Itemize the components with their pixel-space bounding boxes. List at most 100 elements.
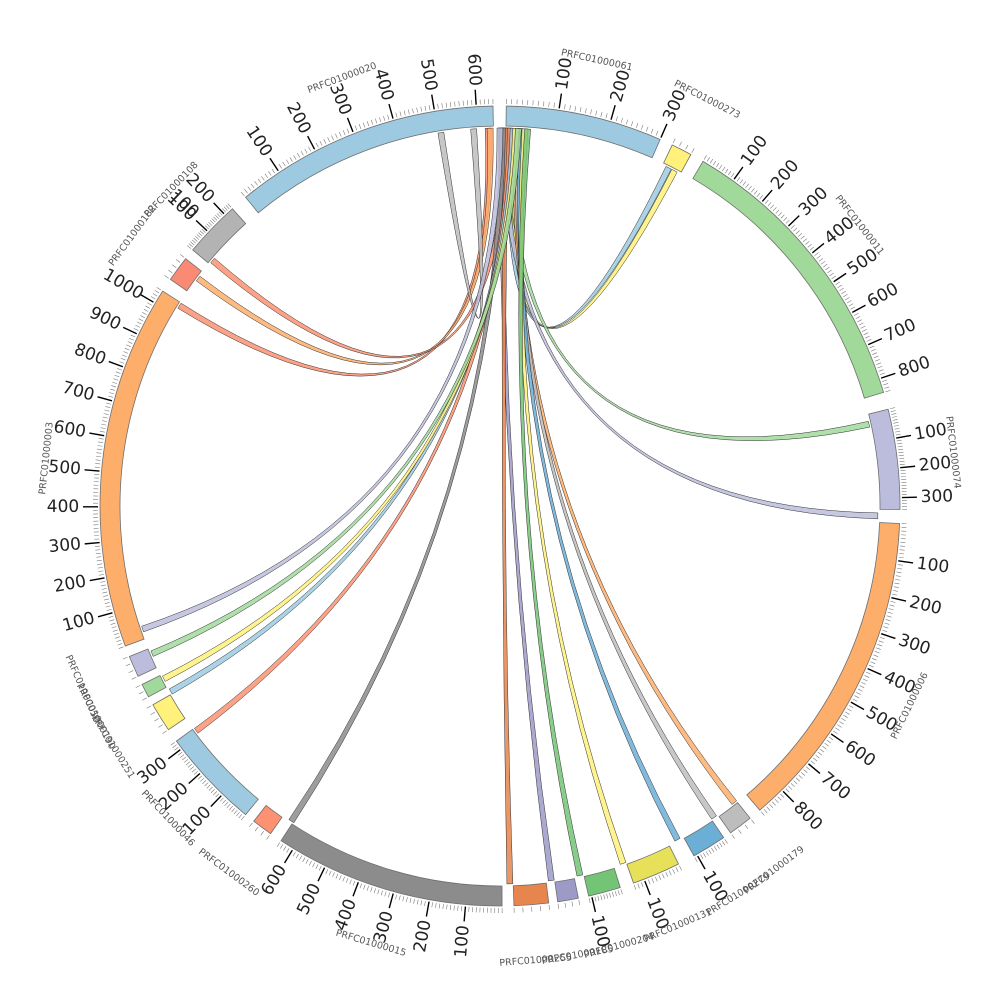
minor-tick [803,239,807,242]
minor-tick [99,438,104,439]
minor-tick [751,188,754,192]
tick-label: 700 [816,768,854,804]
minor-tick [132,677,137,679]
minor-tick [841,291,845,294]
minor-tick [126,664,131,666]
minor-tick [105,406,110,407]
minor-tick [151,712,155,715]
minor-tick [851,307,855,309]
minor-tick [371,120,373,125]
minor-tick [882,380,887,382]
major-tick [347,118,352,132]
minor-tick [858,689,862,691]
minor-tick [98,571,103,572]
minor-tick [865,336,870,338]
minor-tick [385,892,386,897]
minor-tick [102,588,107,589]
minor-tick [308,147,310,151]
minor-tick [329,871,331,876]
minor-tick [885,390,890,391]
minor-tick [875,359,880,361]
minor-tick [190,242,194,245]
minor-tick [174,747,178,750]
minor-tick [767,807,770,811]
minor-tick [200,778,204,781]
minor-tick [549,102,550,107]
minor-tick [570,105,571,110]
minor-tick [711,848,714,852]
major-tick [389,894,393,908]
minor-tick [877,644,882,646]
minor-tick [819,258,823,261]
segment-label-prfc01000015: PRFC01000015 [334,928,407,959]
tick-label: 600 [841,736,879,771]
minor-tick [319,866,321,870]
minor-tick [746,184,749,188]
minor-tick [838,285,842,288]
minor-tick [740,179,743,183]
minor-tick [558,904,559,909]
minor-tick [225,802,228,806]
minor-tick [375,119,377,124]
minor-tick [255,827,258,831]
minor-tick [900,550,905,551]
minor-tick [187,245,191,248]
minor-tick [306,859,308,863]
minor-tick [96,557,101,558]
minor-tick [841,718,845,721]
minor-tick [458,906,459,911]
minor-tick [871,662,876,664]
link-ribbon [511,128,677,329]
minor-tick [399,895,400,900]
minor-tick [125,348,130,350]
major-tick [896,435,911,438]
minor-tick [97,560,102,561]
minor-tick [895,583,900,584]
minor-tick [728,171,731,175]
minor-tick [863,679,868,681]
minor-tick [791,225,795,228]
major-tick [389,104,393,118]
tick-label: 800 [896,352,933,381]
minor-tick [796,778,800,781]
minor-tick [229,806,232,810]
minor-tick [845,297,849,300]
minor-tick [371,887,373,892]
minor-tick [845,712,849,715]
major-tick [834,273,846,281]
minor-tick [137,322,141,324]
minor-tick [450,102,451,107]
tick-label: 200 [918,453,952,476]
major-tick [168,750,180,759]
minor-tick [748,186,751,190]
minor-tick [579,900,580,905]
minor-tick [899,553,904,554]
minor-tick [621,118,623,123]
minor-tick [122,355,127,357]
minor-tick [283,846,286,850]
minor-tick [899,458,904,459]
minor-tick [788,786,792,789]
minor-tick [443,904,444,909]
minor-tick [816,755,820,758]
minor-tick [316,864,318,868]
minor-tick [589,898,590,903]
minor-tick [872,353,877,355]
minor-tick [704,155,707,159]
minor-tick [272,169,275,173]
minor-tick [123,657,128,659]
major-tick [891,598,906,601]
segment-label-prfc01000050: PRFC01000050 [63,653,102,724]
minor-tick [791,783,795,786]
minor-tick [615,891,616,896]
minor-tick [115,375,120,377]
minor-tick [776,210,779,214]
minor-tick [651,129,653,134]
minor-tick [239,814,242,818]
minor-tick [283,162,286,166]
minor-tick [775,799,778,803]
minor-tick [897,443,902,444]
minor-tick [870,346,875,348]
minor-tick [215,215,218,219]
